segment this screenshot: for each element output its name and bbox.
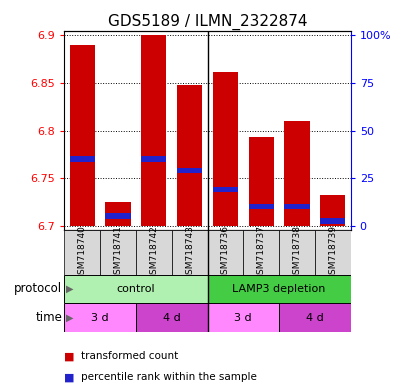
Bar [315, 230, 351, 275]
Bar [141, 156, 166, 162]
Bar [136, 303, 208, 332]
Text: GSM718743: GSM718743 [185, 225, 194, 280]
Bar [284, 121, 310, 226]
Text: time: time [35, 311, 62, 324]
Bar [243, 230, 279, 275]
Bar [213, 71, 238, 226]
Bar [105, 202, 131, 226]
Text: 3 d: 3 d [234, 313, 252, 323]
Bar [100, 230, 136, 275]
Bar [70, 156, 95, 162]
Bar [249, 204, 274, 210]
Text: protocol: protocol [14, 283, 62, 295]
Bar [177, 85, 202, 226]
Text: transformed count: transformed count [81, 351, 178, 361]
Bar [279, 230, 315, 275]
Bar [320, 195, 345, 226]
Bar [177, 168, 202, 173]
Text: control: control [117, 284, 155, 294]
Bar [249, 137, 274, 226]
Bar [136, 230, 172, 275]
Text: LAMP3 depletion: LAMP3 depletion [232, 284, 326, 294]
Text: GSM718738: GSM718738 [293, 225, 301, 280]
Text: percentile rank within the sample: percentile rank within the sample [81, 372, 257, 382]
Bar [141, 35, 166, 226]
Text: ■: ■ [64, 372, 75, 382]
Bar [105, 213, 131, 219]
Bar [64, 303, 136, 332]
Bar [284, 204, 310, 210]
Text: ▶: ▶ [66, 284, 74, 294]
Text: 3 d: 3 d [91, 313, 109, 323]
Bar [70, 45, 95, 226]
Text: GSM718740: GSM718740 [78, 225, 87, 280]
Bar [279, 303, 351, 332]
Text: GSM718741: GSM718741 [114, 225, 122, 280]
Text: GSM718737: GSM718737 [257, 225, 266, 280]
Bar [208, 275, 351, 303]
Text: 4 d: 4 d [163, 313, 181, 323]
Bar [208, 230, 243, 275]
Bar [172, 230, 208, 275]
Text: GDS5189 / ILMN_2322874: GDS5189 / ILMN_2322874 [108, 13, 307, 30]
Bar [64, 230, 100, 275]
Text: ▶: ▶ [66, 313, 74, 323]
Bar [213, 187, 238, 192]
Bar [64, 275, 208, 303]
Text: GSM718736: GSM718736 [221, 225, 230, 280]
Text: ■: ■ [64, 351, 75, 361]
Text: GSM718739: GSM718739 [328, 225, 337, 280]
Bar [208, 303, 279, 332]
Text: 4 d: 4 d [306, 313, 324, 323]
Bar [320, 218, 345, 224]
Text: GSM718742: GSM718742 [149, 225, 158, 280]
